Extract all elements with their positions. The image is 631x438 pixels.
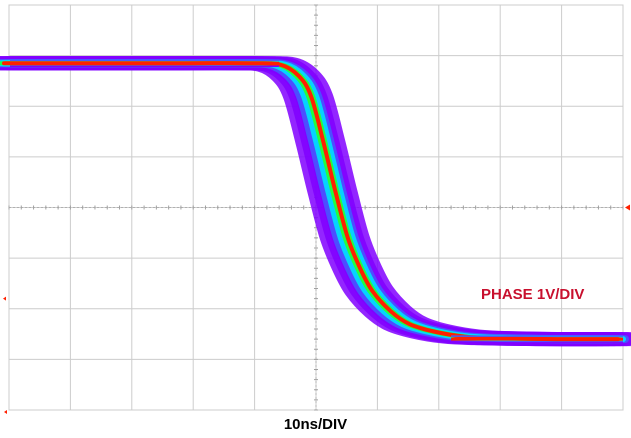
trace-label: PHASE 1V/DIV xyxy=(481,286,585,303)
persistence-trace xyxy=(0,56,631,347)
x-axis-label: 10ns/DIV xyxy=(283,416,348,433)
bottom-marker xyxy=(4,410,7,414)
ground-marker xyxy=(3,296,6,301)
trigger-level-marker xyxy=(625,204,630,211)
edge-markers xyxy=(3,204,630,414)
